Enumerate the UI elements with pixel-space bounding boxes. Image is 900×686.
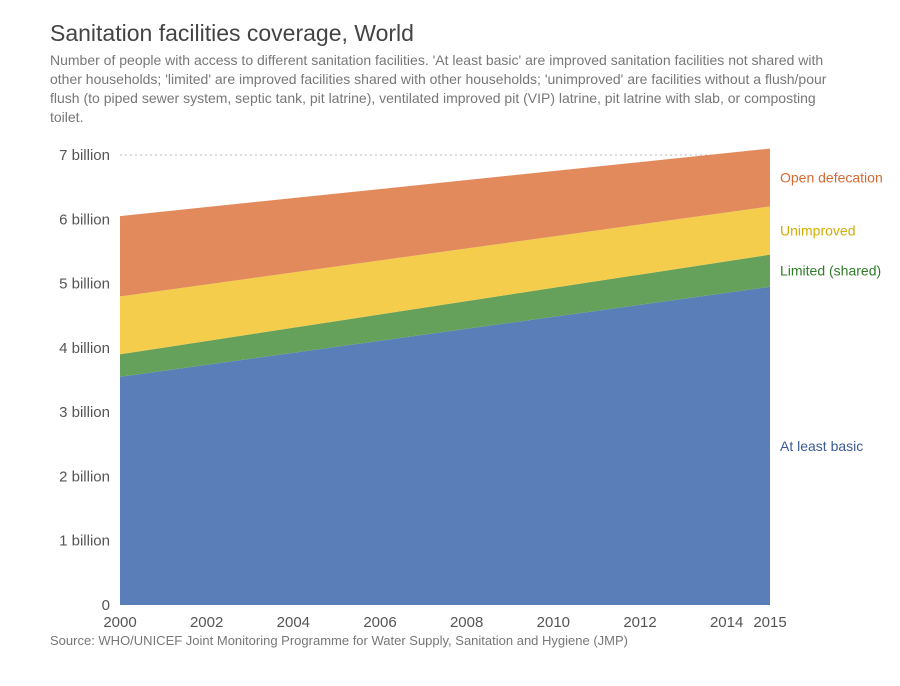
series-label-limited: Limited (shared) [780, 263, 881, 279]
x-tick-label: 2004 [277, 614, 310, 631]
x-tick-label: 2012 [623, 614, 656, 631]
x-tick-label: 2008 [450, 614, 483, 631]
x-tick-label: 2000 [103, 614, 136, 631]
series-label-open: Open defecation [780, 170, 883, 186]
y-tick-label: 6 billion [59, 211, 110, 228]
stacked-area-chart: 0 1 billion 2 billion 3 billion 4 billion 5 b… [0, 0, 900, 686]
x-tick-label: 2015 [753, 614, 786, 631]
y-tick-label: 4 billion [59, 340, 110, 357]
series-label-basic: At least basic [780, 438, 863, 454]
x-tick-label: 2014 [710, 614, 743, 631]
series-label-unimproved: Unimproved [780, 223, 855, 239]
y-tick-label: 5 billion [59, 276, 110, 293]
y-tick-label: 0 [102, 597, 110, 614]
x-tick-label: 2010 [537, 614, 570, 631]
y-tick-label: 3 billion [59, 404, 110, 421]
y-tick-label: 1 billion [59, 533, 110, 550]
y-tick-label: 2 billion [59, 468, 110, 485]
chart-source: Source: WHO/UNICEF Joint Monitoring Prog… [50, 633, 628, 648]
x-tick-label: 2002 [190, 614, 223, 631]
x-tick-label: 2006 [363, 614, 396, 631]
y-tick-label: 7 billion [59, 147, 110, 164]
